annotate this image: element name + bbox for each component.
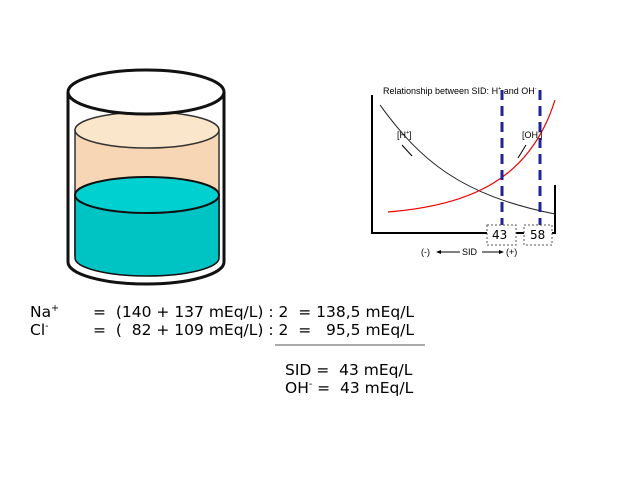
- text-part: and OH: [501, 86, 535, 96]
- axis-neg: (-): [421, 247, 430, 257]
- oh-label: [OH-]: [522, 130, 543, 140]
- text-part: = 43 mEq/L: [311, 361, 413, 379]
- ion: Na+: [30, 302, 59, 321]
- text-part: -: [538, 130, 540, 136]
- result: OH- = 43 mEq/L: [285, 378, 414, 397]
- equation: = ( 82 + 109 mEq/L) : 2 = 95,5 mEq/L: [93, 321, 415, 339]
- text-part: -: [45, 320, 49, 332]
- result: SID = 43 mEq/L: [285, 361, 413, 379]
- text-part: Relationship between SID: H: [383, 86, 499, 96]
- text-part: = 43 mEq/L: [312, 379, 414, 397]
- text-part: -: [308, 378, 313, 390]
- sid-graph: [371, 90, 556, 254]
- beaker: [66, 68, 226, 286]
- axis-label: SID: [462, 247, 478, 257]
- text-part: +: [406, 130, 410, 136]
- text-part: -: [534, 86, 537, 92]
- equation: = (140 + 137 mEq/L) : 2 = 138,5 mEq/L: [93, 303, 415, 321]
- marker-label: 58: [530, 228, 546, 242]
- text-part: [H: [397, 130, 406, 140]
- text-part: SID: [285, 361, 312, 379]
- axis-pos: (+): [506, 247, 518, 257]
- ion: Cl-: [30, 320, 49, 339]
- marker-label: 43: [492, 228, 508, 242]
- text-part: ]: [409, 130, 412, 140]
- text-part: OH: [285, 379, 309, 397]
- text-part: ]: [539, 130, 543, 140]
- text-part: +: [51, 302, 59, 314]
- text-part: Cl: [30, 321, 46, 339]
- text-part: Na: [30, 303, 52, 321]
- text-part: +: [498, 86, 502, 92]
- h-label: [H+]: [397, 130, 412, 140]
- graph-title: Relationship between SID: H+ and OH-: [383, 86, 537, 96]
- text-part: [OH: [522, 130, 539, 140]
